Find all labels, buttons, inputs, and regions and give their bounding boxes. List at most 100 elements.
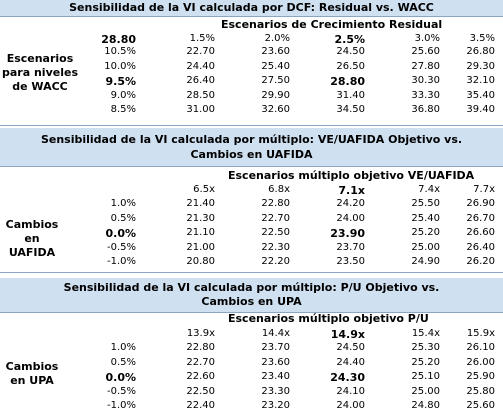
dcf-title: Sensibilidad de la VI calculada por DCF:… — [0, 0, 503, 17]
pe-row-label-0: 1.0% — [110, 342, 136, 353]
ev-cell: 24.00 — [336, 213, 365, 224]
ev-col-header-1: 6.8x — [268, 184, 290, 195]
dcf-cell: 33.30 — [411, 90, 440, 101]
dcf-cell: 39.40 — [466, 104, 495, 115]
pe-cell: 25.90 — [466, 371, 495, 382]
ev-row-label-0: 1.0% — [110, 198, 136, 209]
ev-cell: 25.40 — [411, 213, 440, 224]
dcf-cell: 27.80 — [411, 61, 440, 72]
pe-cell: 22.60 — [186, 371, 215, 382]
ev-title: Sensibilidad de la VI calculada por múlt… — [0, 128, 503, 167]
ev-col-header-4: 7.7x — [473, 184, 495, 195]
dcf-cell: 27.50 — [261, 75, 290, 86]
divider — [0, 272, 503, 273]
ev-col-header-2: 7.1x — [338, 184, 365, 197]
dcf-cell: 22.70 — [186, 46, 215, 57]
dcf-col-header-1: 2.0% — [264, 33, 290, 44]
pe-cell: 24.50 — [336, 342, 365, 353]
pe-section: Sensibilidad de la VI calculada por múlt… — [0, 278, 503, 411]
dcf-col-header-4: 3.5% — [469, 33, 495, 44]
dcf-cell: 32.60 — [261, 104, 290, 115]
ev-row-label: Cambios en UAFIDA — [5, 218, 59, 259]
pe-cell: 25.10 — [411, 371, 440, 382]
dcf-col-header-3: 3.0% — [414, 33, 440, 44]
ev-col-header-0: 6.5x — [193, 184, 215, 195]
ev-cell: 22.50 — [261, 227, 290, 238]
ev-cell: 23.50 — [336, 256, 365, 267]
dcf-cell: 26.80 — [466, 46, 495, 57]
ev-cell: 22.30 — [261, 242, 290, 253]
pe-col-header: Escenarios múltiplo objetivo P/U — [228, 312, 429, 325]
pe-cell: 23.60 — [261, 357, 290, 368]
ev-cell: 23.70 — [336, 242, 365, 253]
pe-cell: 25.00 — [411, 386, 440, 397]
pe-cell: 24.10 — [336, 386, 365, 397]
pe-row-label: Cambios en UPA — [5, 360, 59, 387]
dcf-cell: 35.40 — [466, 90, 495, 101]
dcf-cell: 29.30 — [466, 61, 495, 72]
dcf-row-label-2: 9.5% — [105, 75, 136, 88]
ev-cell: 22.20 — [261, 256, 290, 267]
ev-cell: 26.70 — [466, 213, 495, 224]
pe-cell: 25.80 — [466, 386, 495, 397]
dcf-cell: 31.00 — [186, 104, 215, 115]
pe-cell: 25.60 — [466, 400, 495, 411]
dcf-cell: 32.10 — [466, 75, 495, 86]
dcf-row-label-1: 10.0% — [104, 61, 136, 72]
ev-row-label-3: -0.5% — [106, 242, 136, 253]
dcf-cell: 28.80 — [330, 75, 365, 88]
pe-cell: 25.30 — [411, 342, 440, 353]
pe-cell: 26.10 — [466, 342, 495, 353]
pe-col-header-3: 15.4x — [411, 328, 440, 339]
pe-cell: 23.30 — [261, 386, 290, 397]
ev-cell: 26.40 — [466, 242, 495, 253]
dcf-row-label-4: 8.5% — [110, 104, 136, 115]
ev-cell: 26.20 — [466, 256, 495, 267]
dcf-col-header-0: 1.5% — [189, 33, 215, 44]
pe-cell: 22.70 — [186, 357, 215, 368]
ev-cell: 22.80 — [261, 198, 290, 209]
ev-cell: 26.90 — [466, 198, 495, 209]
pe-col-header-1: 14.4x — [261, 328, 290, 339]
pe-cell: 23.70 — [261, 342, 290, 353]
dcf-cell: 23.60 — [261, 46, 290, 57]
ev-cell: 23.90 — [330, 227, 365, 240]
pe-col-header-0: 13.9x — [186, 328, 215, 339]
ev-cell: 25.20 — [411, 227, 440, 238]
pe-cell: 23.40 — [261, 371, 290, 382]
dcf-cell: 34.50 — [336, 104, 365, 115]
dcf-cell: 24.40 — [186, 61, 215, 72]
ev-row-label-4: -1.0% — [106, 256, 136, 267]
pe-cell: 24.00 — [336, 400, 365, 411]
dcf-col-header: Escenarios de Crecimiento Residual — [221, 18, 443, 31]
ev-cell: 24.90 — [411, 256, 440, 267]
ev-col-header-3: 7.4x — [418, 184, 440, 195]
pe-col-header-4: 15.9x — [466, 328, 495, 339]
pe-cell: 24.30 — [330, 371, 365, 384]
pe-cell: 26.00 — [466, 357, 495, 368]
dcf-cell: 29.90 — [261, 90, 290, 101]
dcf-cell: 26.40 — [186, 75, 215, 86]
dcf-cell: 31.40 — [336, 90, 365, 101]
ev-cell: 21.30 — [186, 213, 215, 224]
dcf-row-label-3: 9.0% — [110, 90, 136, 101]
dcf-section: Sensibilidad de la VI calculada por DCF:… — [0, 0, 503, 126]
dcf-cell: 28.50 — [186, 90, 215, 101]
pe-row-label-2: 0.0% — [105, 371, 136, 384]
pe-cell: 24.80 — [411, 400, 440, 411]
dcf-cell: 30.30 — [411, 75, 440, 86]
pe-row-label-4: -1.0% — [106, 400, 136, 411]
ev-cell: 25.00 — [411, 242, 440, 253]
pe-col-header-2: 14.9x — [330, 328, 365, 341]
ev-row-label-1: 0.5% — [110, 213, 136, 224]
divider — [0, 125, 503, 126]
dcf-cell: 25.40 — [261, 61, 290, 72]
ev-cell: 26.60 — [466, 227, 495, 238]
pe-cell: 22.80 — [186, 342, 215, 353]
pe-cell: 22.40 — [186, 400, 215, 411]
dcf-col-header-2: 2.5% — [334, 33, 365, 46]
pe-row-label-3: -0.5% — [106, 386, 136, 397]
pe-cell: 25.20 — [411, 357, 440, 368]
ev-col-header: Escenarios múltiplo objetivo VE/UAFIDA — [228, 169, 475, 182]
dcf-corner-value: 28.80 — [101, 33, 136, 46]
